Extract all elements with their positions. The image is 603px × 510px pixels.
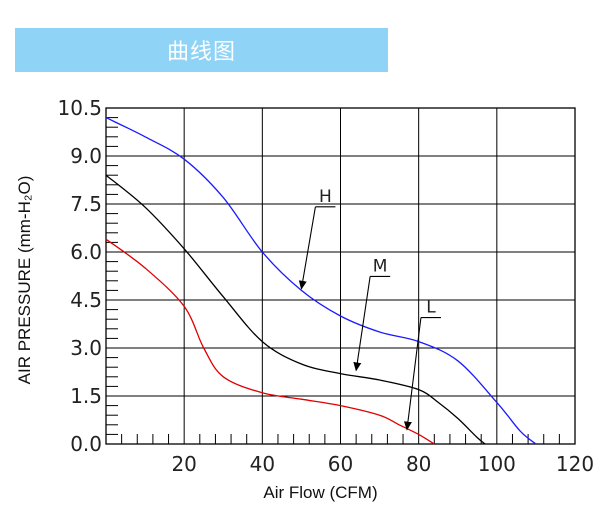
chart-title: 曲线图	[166, 40, 236, 65]
y-tick-label: 0.0	[70, 432, 102, 456]
y-axis-title: AIR PRESSURE (mm-H₂O)	[15, 176, 34, 385]
grid	[105, 107, 576, 445]
leader-arrow-m	[353, 276, 371, 372]
y-tick-label: 4.5	[70, 288, 102, 312]
y-tick-label: 3.0	[70, 336, 102, 360]
leader-arrow-h	[298, 206, 316, 290]
series-label-l: L	[426, 298, 436, 318]
series-lines	[105, 117, 537, 445]
y-tick-label: 10.5	[57, 96, 102, 120]
x-tick-label: 60	[328, 452, 353, 476]
series-line-h	[105, 117, 537, 445]
series-label-m: M	[373, 256, 388, 276]
y-tick-label: 6.0	[70, 240, 102, 264]
series-labels: H M L	[298, 187, 441, 431]
series-label-h: H	[319, 187, 332, 207]
x-tick-label: 100	[478, 452, 516, 476]
x-tick-label: 120	[556, 452, 594, 476]
y-tick-label: 7.5	[70, 192, 102, 216]
series-line-m	[105, 174, 486, 445]
chart-title-banner: 曲线图	[15, 28, 388, 72]
leader-arrow-l	[403, 317, 422, 431]
y-tick-label: 1.5	[70, 384, 102, 408]
minor-ticks	[106, 117, 560, 444]
x-tick-label: 20	[171, 452, 196, 476]
x-axis-title: Air Flow (CFM)	[263, 483, 377, 502]
x-tick-label: 40	[250, 452, 275, 476]
tick-labels: 20 40 60 80 100 120 0.0 1.5 3.0 4.5 6.0 7.5 9.0 10.5	[57, 96, 594, 476]
series-line-l	[105, 238, 435, 445]
x-tick-label: 80	[406, 452, 431, 476]
y-tick-label: 9.0	[70, 144, 102, 168]
